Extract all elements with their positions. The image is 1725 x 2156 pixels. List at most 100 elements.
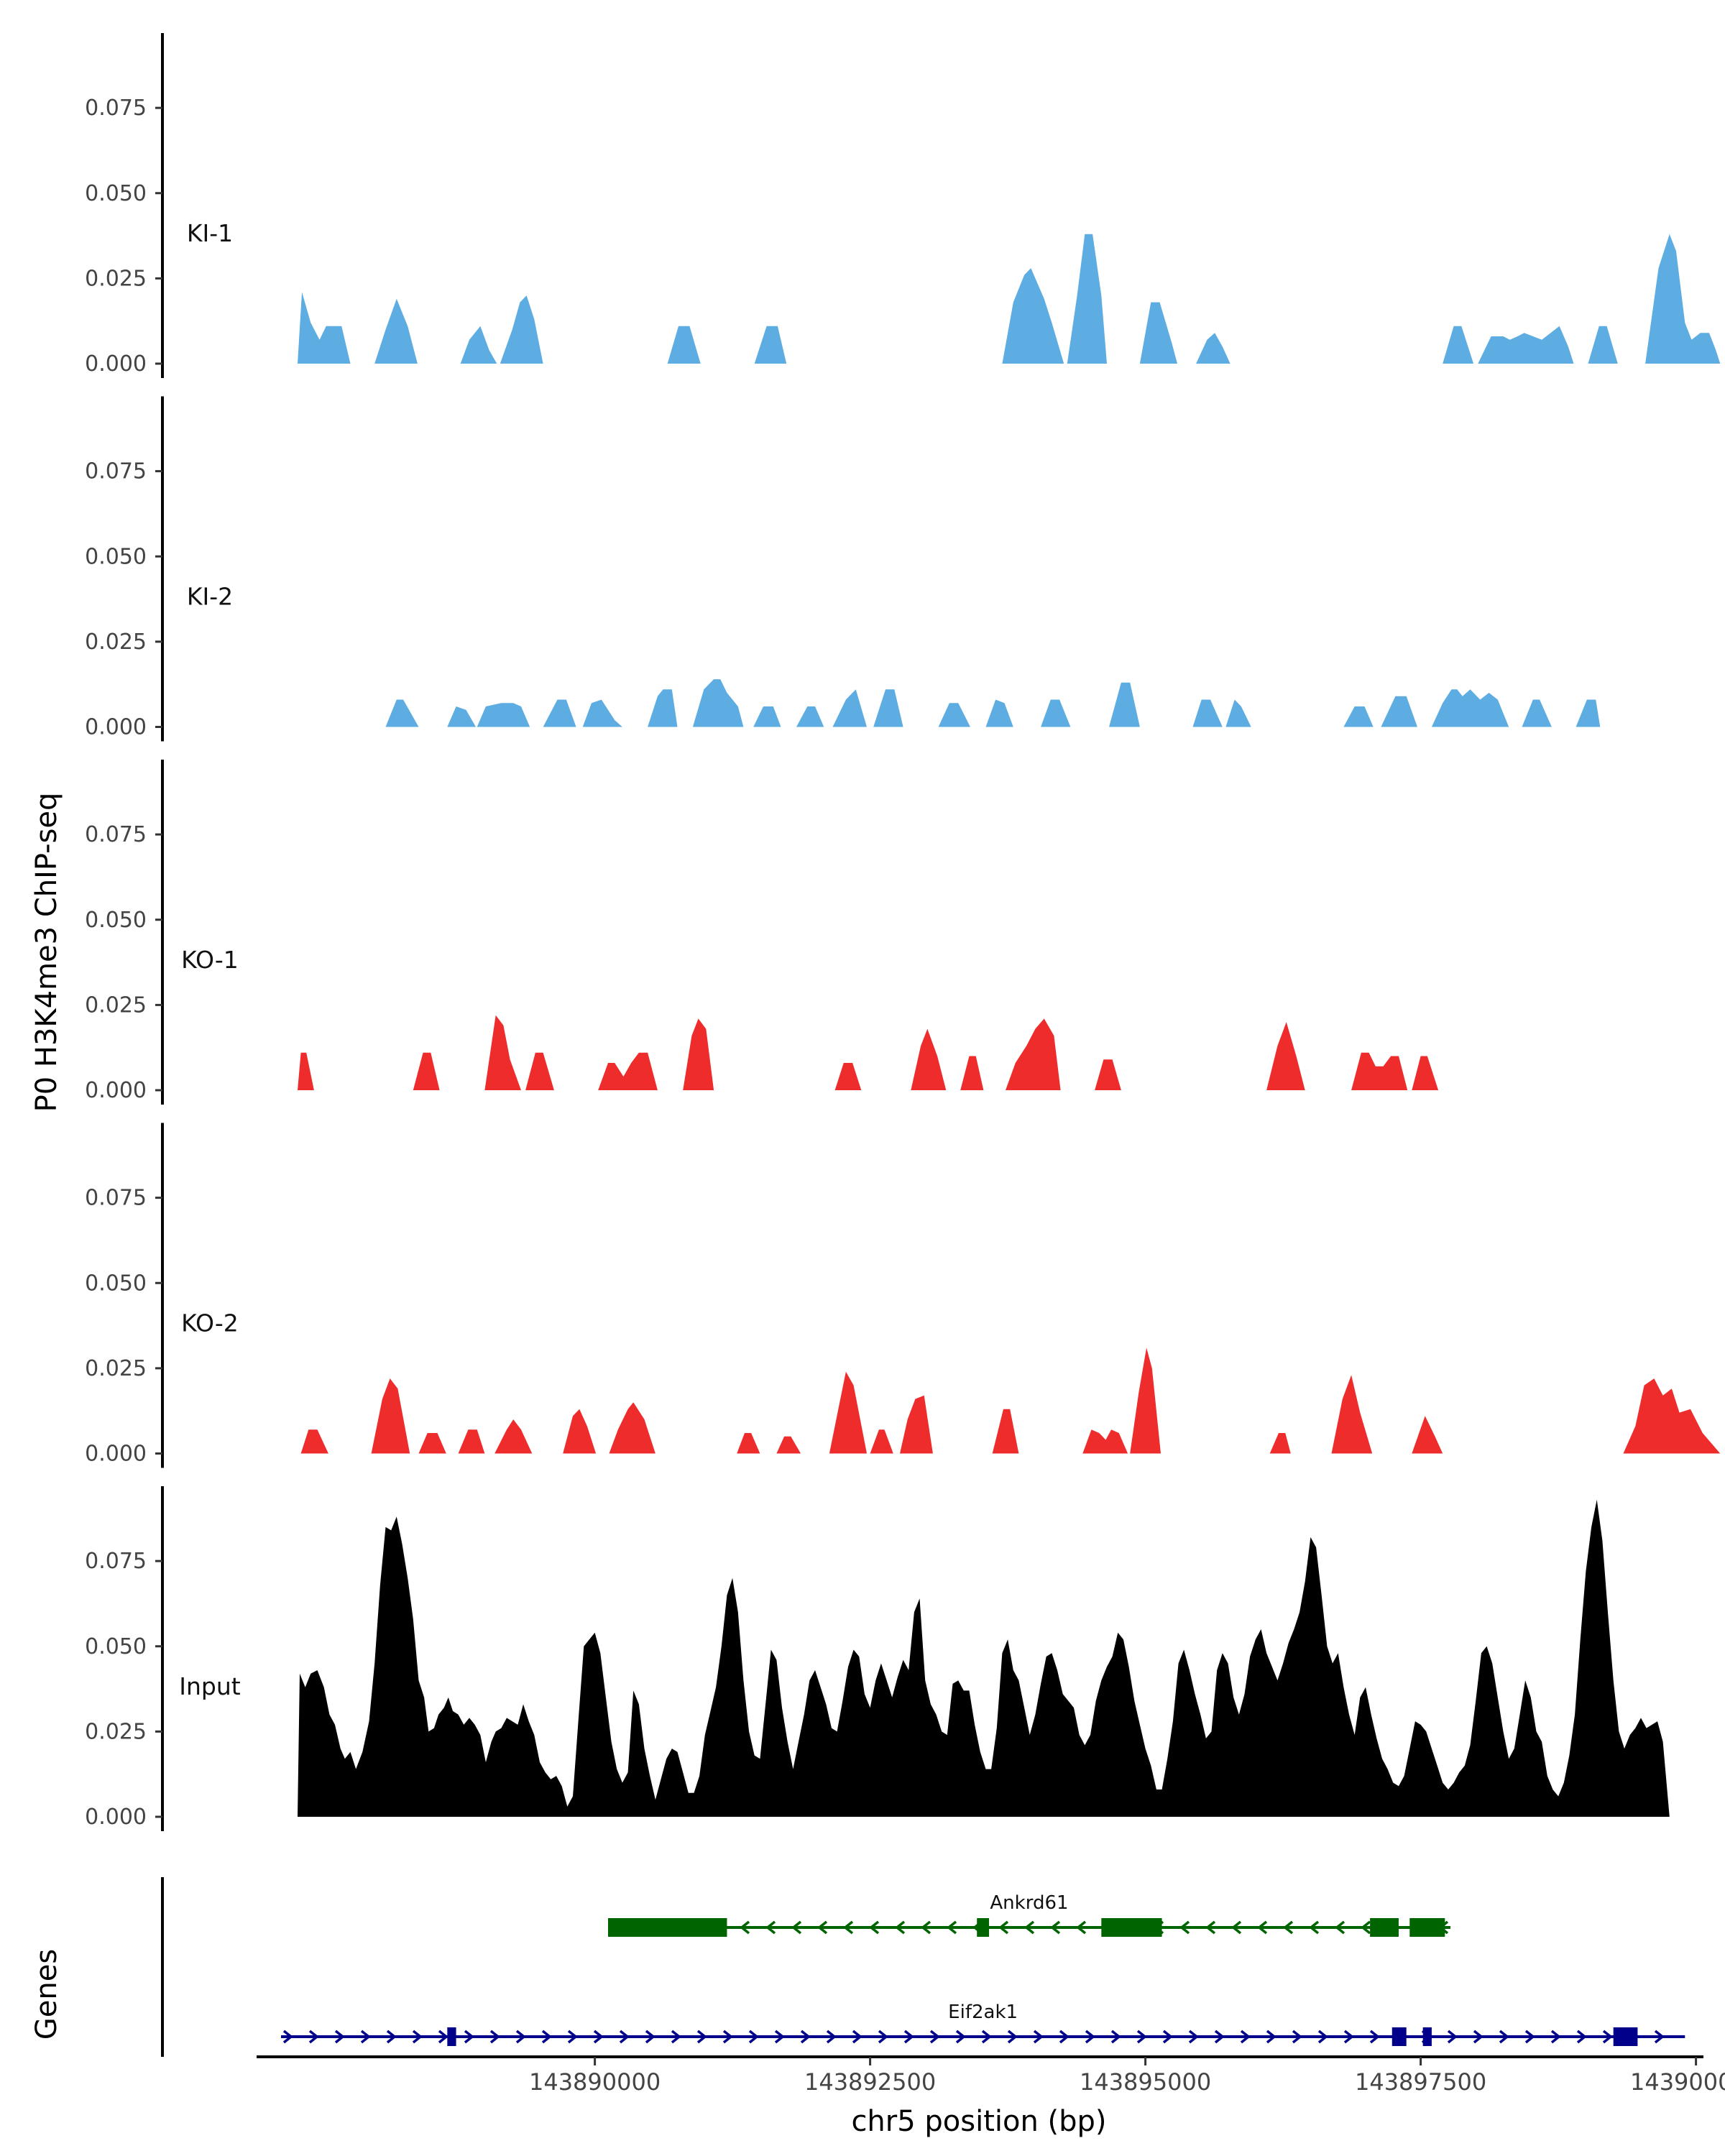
- x-tick-label: 143897500: [1355, 2068, 1486, 2096]
- y-tick-label: 0.050: [85, 1271, 147, 1296]
- gene-eif2ak1: Eif2ak1: [280, 2001, 1685, 2046]
- track-label: Input: [179, 1672, 241, 1700]
- strand-arrow-icon: [955, 2030, 966, 2044]
- strand-arrow-icon: [1085, 2030, 1095, 2044]
- y-tick-label: 0.000: [85, 715, 147, 740]
- strand-arrow-icon: [1136, 2030, 1147, 2044]
- strand-arrow-icon: [1179, 1920, 1190, 1935]
- strand-arrow-icon: [1447, 2030, 1458, 2044]
- strand-arrow-icon: [1602, 2030, 1613, 2044]
- y-tick-label: 0.075: [85, 822, 147, 847]
- strand-arrow-icon: [1317, 2030, 1328, 2044]
- strand-arrow-icon: [412, 2030, 423, 2044]
- strand-arrow-icon: [360, 2030, 371, 2044]
- strand-arrow-icon: [1231, 1920, 1242, 1935]
- strand-arrow-icon: [1335, 1920, 1346, 1935]
- strand-arrow-icon: [1292, 2030, 1302, 2044]
- strand-arrow-icon: [1654, 2030, 1665, 2044]
- track-label: KO-1: [181, 946, 239, 974]
- strand-arrow-icon: [765, 1920, 776, 1935]
- strand-arrow-icon: [947, 1920, 957, 1935]
- strand-arrow-icon: [1283, 1920, 1294, 1935]
- y-tick-label: 0.025: [85, 1719, 147, 1744]
- strand-arrow-icon: [1162, 2030, 1173, 2044]
- strand-arrow-icon: [852, 2030, 862, 2044]
- strand-arrow-icon: [869, 1920, 880, 1935]
- strand-arrow-icon: [774, 2030, 785, 2044]
- strand-arrow-icon: [567, 2030, 578, 2044]
- y-tick-label: 0.050: [85, 181, 147, 206]
- y-tick-label: 0.075: [85, 1549, 147, 1574]
- strand-arrow-icon: [748, 2030, 759, 2044]
- strand-arrow-icon: [1369, 2030, 1380, 2044]
- x-tick-label: 143892500: [804, 2068, 936, 2096]
- strand-arrow-icon: [878, 2030, 888, 2044]
- track-ko-2: 0.000 0.025 0.050 0.075 KO-2: [85, 1123, 1721, 1468]
- gene-exon: [1409, 1918, 1445, 1937]
- strand-arrow-icon: [981, 2030, 992, 2044]
- strand-arrow-icon: [1188, 2030, 1199, 2044]
- strand-arrow-icon: [1266, 2030, 1276, 2044]
- strand-arrow-icon: [515, 2030, 526, 2044]
- strand-arrow-icon: [645, 2030, 656, 2044]
- strand-arrow-icon: [1361, 1920, 1371, 1935]
- strand-arrow-icon: [282, 2030, 293, 2044]
- track-ki-2: 0.000 0.025 0.050 0.075 KI-2: [85, 396, 1601, 742]
- track-ko-1: 0.000 0.025 0.050 0.075 KO-1: [85, 760, 1439, 1105]
- gene-exon: [1392, 2027, 1407, 2046]
- strand-arrow-icon: [1214, 2030, 1225, 2044]
- gene-label: Eif2ak1: [948, 2001, 1018, 2023]
- track-label: KI-1: [187, 219, 233, 247]
- y-axis-title: P0 H3K4me3 ChIP-seq: [30, 793, 63, 1112]
- strand-arrow-icon: [791, 1920, 802, 1935]
- strand-arrow-icon: [1024, 1920, 1035, 1935]
- gene-exon: [1422, 2027, 1432, 2046]
- x-axis: 143890000 143892500 143895000 143897500 1439…: [257, 2055, 1725, 2096]
- tracks-layer: 0.0000.0250.0500.075KI-10.0000.0250.0500…: [85, 33, 1721, 1831]
- coverage-area: [298, 234, 1721, 364]
- gene-label: Ankrd61: [990, 1892, 1068, 1914]
- strand-arrow-icon: [1050, 1920, 1061, 1935]
- coverage-area: [385, 679, 1601, 727]
- coverage-area: [298, 1015, 1439, 1090]
- strand-arrow-icon: [1473, 2030, 1484, 2044]
- y-tick-label: 0.000: [85, 1805, 147, 1830]
- x-tick-label: 143890000: [529, 2068, 661, 2096]
- track-ki-1: 0.000 0.025 0.050 0.075 KI-1: [85, 33, 1721, 378]
- strand-arrow-icon: [1257, 1920, 1268, 1935]
- track-label: KI-2: [187, 583, 233, 611]
- strand-arrow-icon: [464, 2030, 474, 2044]
- strand-arrow-icon: [1110, 2030, 1121, 2044]
- y-tick-label: 0.025: [85, 266, 147, 291]
- coverage-area: [300, 1348, 1721, 1454]
- genes-layer: Ankrd61 Eif2ak1: [161, 1877, 1685, 2057]
- strand-arrow-icon: [929, 2030, 940, 2044]
- strand-arrow-icon: [1059, 2030, 1070, 2044]
- strand-arrow-icon: [1240, 2030, 1251, 2044]
- x-axis-title: chr5 position (bp): [851, 2105, 1106, 2138]
- strand-arrow-icon: [1343, 2030, 1354, 2044]
- strand-arrow-icon: [386, 2030, 397, 2044]
- gene-exon: [447, 2027, 456, 2046]
- y-tick-label: 0.050: [85, 1634, 147, 1659]
- strand-arrow-icon: [1033, 2030, 1044, 2044]
- strand-arrow-icon: [921, 1920, 932, 1935]
- gene-exon: [1613, 2027, 1638, 2046]
- genes-axis-title: Genes: [30, 1949, 63, 2040]
- strand-arrow-icon: [817, 1920, 828, 1935]
- y-tick-label: 0.075: [85, 459, 147, 484]
- strand-arrow-icon: [671, 2030, 681, 2044]
- strand-arrow-icon: [696, 2030, 707, 2044]
- strand-arrow-icon: [1309, 1920, 1320, 1935]
- x-tick-label: 143900000: [1630, 2068, 1725, 2096]
- y-tick-label: 0.000: [85, 1442, 147, 1467]
- gene-exon: [1370, 1918, 1399, 1937]
- y-tick-label: 0.000: [85, 351, 147, 377]
- strand-arrow-icon: [308, 2030, 319, 2044]
- x-tick-label: 143895000: [1080, 2068, 1211, 2096]
- gene-ankrd61: Ankrd61: [607, 1892, 1450, 1937]
- strand-arrow-icon: [1550, 2030, 1561, 2044]
- y-tick-label: 0.075: [85, 96, 147, 121]
- gene-exon: [607, 1918, 727, 1937]
- y-tick-label: 0.000: [85, 1078, 147, 1103]
